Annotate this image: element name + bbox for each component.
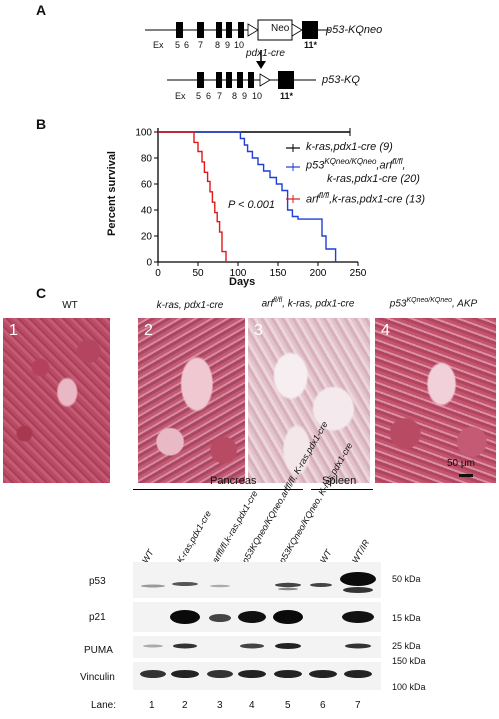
pancreas-line — [133, 489, 303, 490]
pdx1-cre-arrow-label: pdx1-cre — [246, 48, 285, 59]
construct-diagram — [145, 19, 330, 89]
exon-prefix-bottom: Ex — [175, 91, 186, 101]
legend-blue-line2: k-ras,pdx1-cre (20) — [327, 173, 420, 185]
exon-5-bottom: 5 — [196, 91, 202, 101]
p-value: P < 0.001 — [228, 199, 275, 211]
lane-number-2: 2 — [182, 700, 188, 711]
histology-image-3: 3 — [248, 318, 370, 483]
survival-chart: 0 20 40 60 80 100 0 50 100 150 200 250 — [135, 128, 366, 280]
exon-9-bottom: 9 — [242, 91, 248, 101]
lane-number-7: 7 — [355, 700, 361, 711]
marker-15kda: 15 kDa — [392, 613, 421, 623]
exon-6-bottom: 6 — [206, 91, 212, 101]
neo-label: Neo — [271, 23, 290, 34]
exon-7-top: 7 — [198, 40, 204, 50]
lane-label: Lane: — [91, 700, 117, 711]
histo-title-wt: WT — [62, 300, 78, 311]
group-pancreas: Pancreas — [210, 475, 257, 487]
y-tick-label: 80 — [141, 154, 153, 165]
row-label-p21: p21 — [89, 612, 106, 623]
x-axis-label: Days — [229, 276, 256, 288]
x-tick-label: 50 — [192, 268, 204, 279]
y-tick-label: 0 — [146, 258, 152, 269]
y-tick-label: 20 — [141, 232, 153, 243]
scale-bar — [459, 474, 473, 477]
histo-title-arf: arffl/fl, k-ras, pdx1-cre — [261, 297, 355, 310]
x-tick-label: 250 — [350, 268, 367, 279]
lane-number-4: 4 — [249, 700, 255, 711]
lane-header-2: K-ras,pdx1-cre — [175, 508, 214, 565]
histology-image-4: 4 50 μm — [375, 318, 496, 483]
marker-25kda: 25 kDa — [392, 641, 421, 651]
histology-number-3: 3 — [254, 322, 263, 339]
legend-red: arffl/fl,k-ras,pdx1-cre (13) — [306, 191, 426, 206]
top-construct-label: p53-KQneo — [326, 24, 383, 36]
y-tick-label: 100 — [135, 128, 152, 139]
scale-bar-label: 50 μm — [447, 458, 475, 469]
exon-11-top: 11* — [304, 40, 318, 50]
exon-11-bottom: 11* — [280, 91, 294, 101]
exon-9-top: 9 — [225, 40, 231, 50]
histology-number-2: 2 — [144, 322, 153, 339]
row-label-puma: PUMA — [84, 645, 113, 656]
survival-series-3 — [158, 131, 227, 262]
x-tick-label: 150 — [270, 268, 287, 279]
marker-50kda: 50 kDa — [392, 574, 421, 584]
panel-label-a: A — [36, 2, 47, 18]
exon-8-bottom: 8 — [232, 91, 238, 101]
exon-10-bottom: 10 — [252, 91, 263, 101]
x-tick-label: 100 — [230, 268, 247, 279]
row-label-p53: p53 — [89, 576, 106, 587]
group-spleen: Spleen — [322, 475, 357, 487]
histo-title-kras: k-ras, pdx1-cre — [156, 300, 224, 311]
exon-10-top: 10 — [234, 40, 245, 50]
lane-number-3: 3 — [217, 700, 223, 711]
panel-label-c: C — [36, 285, 47, 301]
histology-number-4: 4 — [381, 322, 390, 339]
lane-number-6: 6 — [320, 700, 326, 711]
lane-number-5: 5 — [285, 700, 291, 711]
lane-number-1: 1 — [149, 700, 155, 711]
marker-100kda: 100 kDa — [392, 682, 426, 692]
chart-axes: 0 20 40 60 80 100 0 50 100 150 200 250 — [135, 128, 366, 280]
spleen-line — [311, 489, 373, 490]
western-blot — [133, 562, 381, 690]
row-label-vinculin: Vinculin — [80, 672, 115, 683]
x-tick-label: 200 — [310, 268, 327, 279]
legend-markers — [286, 144, 300, 203]
y-tick-label: 40 — [141, 206, 153, 217]
panel-label-b: B — [36, 116, 47, 132]
histo-title-akp: p53KQneo/KQneo, AKP — [389, 297, 478, 310]
legend-black: k-ras,pdx1-cre (9) — [306, 141, 393, 153]
marker-150kda: 150 kDa — [392, 656, 426, 666]
exon-prefix-top: Ex — [153, 40, 164, 50]
exon-7-bottom: 7 — [217, 91, 223, 101]
histology-image-2: 2 — [138, 318, 245, 483]
histology-number-1: 1 — [9, 322, 18, 339]
exon-8-top: 8 — [215, 40, 221, 50]
chart-series — [158, 128, 351, 262]
lane-header-7: WT/IR — [350, 537, 372, 565]
legend-blue-line1: p53KQneo/KQneo,arffl/fl, — [306, 157, 406, 172]
x-tick-label: 0 — [155, 268, 161, 279]
bottom-construct-label: p53-KQ — [322, 74, 360, 86]
exon-6-top: 6 — [184, 40, 190, 50]
y-axis-label: Percent survival — [106, 151, 118, 236]
y-tick-label: 60 — [141, 180, 153, 191]
survival-series-2 — [158, 131, 337, 262]
exon-5-top: 5 — [175, 40, 181, 50]
histology-image-1: 1 — [3, 318, 110, 483]
